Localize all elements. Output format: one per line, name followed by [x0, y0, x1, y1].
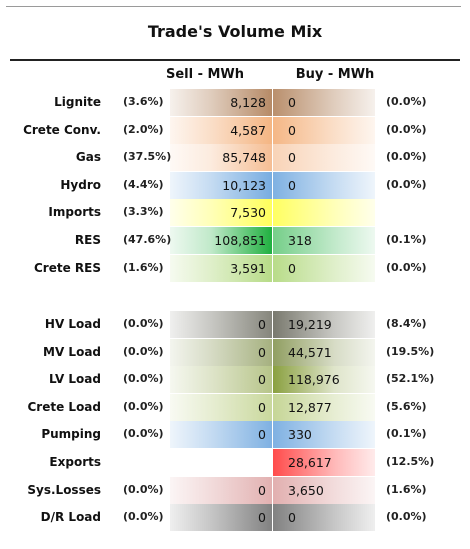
sell-value-cell: 0 — [170, 394, 272, 421]
sell-share: (0.0%) — [123, 345, 164, 358]
top-rule — [6, 6, 461, 7]
sell-value-cell: 4,587 — [170, 117, 272, 144]
table-row: Lignite (3.6%) 8,128 0 (0.0%) — [0, 89, 470, 117]
sell-value-cell — [170, 449, 272, 476]
buy-share: (0.0%) — [386, 510, 427, 523]
chart-title: Trade's Volume Mix — [147, 22, 323, 41]
sell-value-cell: 85,748 — [170, 144, 272, 171]
table-row: RES (47.6%) 108,851 318 (0.1%) — [0, 227, 470, 255]
sell-value-cell: 0 — [170, 366, 272, 393]
sell-share: (0.0%) — [123, 510, 164, 523]
sell-value-cell: 7,530 — [170, 199, 272, 226]
sell-share: (4.4%) — [123, 178, 164, 191]
buy-share: (0.0%) — [386, 178, 427, 191]
table-row: Gas (37.5%) 85,748 0 (0.0%) — [0, 144, 470, 172]
row-label: MV Load — [43, 345, 101, 359]
table-row: Crete RES (1.6%) 3,591 0 (0.0%) — [0, 255, 470, 283]
buy-share: (5.6%) — [386, 400, 427, 413]
buy-value-cell: 0 — [273, 255, 375, 282]
sell-share: (0.0%) — [123, 483, 164, 496]
row-label: Lignite — [54, 95, 101, 109]
sell-share: (47.6%) — [123, 233, 172, 246]
buy-share: (1.6%) — [386, 483, 427, 496]
row-label: Hydro — [60, 178, 101, 192]
row-label: Crete Load — [27, 400, 102, 414]
buy-value-cell: 330 — [273, 421, 375, 448]
buy-value-cell: 0 — [273, 172, 375, 199]
sell-share: (0.0%) — [123, 317, 164, 330]
row-label: Sys.Losses — [27, 483, 101, 497]
sell-column-header: Sell - MWh — [165, 67, 245, 82]
buy-value-cell: 0 — [273, 89, 375, 116]
buy-share: (0.0%) — [386, 123, 427, 136]
buy-share: (0.1%) — [386, 427, 427, 440]
buy-share: (19.5%) — [386, 345, 435, 358]
buy-value-cell: 0 — [273, 504, 375, 531]
sell-value-cell: 0 — [170, 477, 272, 504]
header-rule — [10, 59, 460, 61]
buy-share: (0.0%) — [386, 261, 427, 274]
table-row: LV Load (0.0%) 0 118,976 (52.1%) — [0, 366, 470, 394]
row-label: Gas — [75, 150, 101, 164]
row-label: Crete RES — [34, 261, 101, 275]
row-label: Exports — [49, 455, 101, 469]
buy-share: (0.0%) — [386, 150, 427, 163]
row-label: HV Load — [44, 317, 101, 331]
buy-share: (0.1%) — [386, 233, 427, 246]
sell-share: (2.0%) — [123, 123, 164, 136]
buy-share: (0.0%) — [386, 95, 427, 108]
buy-value-cell: 118,976 — [273, 366, 375, 393]
table-row: D/R Load (0.0%) 0 0 (0.0%) — [0, 504, 470, 532]
buy-value-cell — [273, 199, 375, 226]
row-label: Imports — [48, 205, 101, 219]
buy-value-cell: 0 — [273, 117, 375, 144]
sell-share: (0.0%) — [123, 400, 164, 413]
sell-share: (0.0%) — [123, 372, 164, 385]
row-label: LV Load — [48, 372, 101, 386]
table-row: Hydro (4.4%) 10,123 0 (0.0%) — [0, 172, 470, 200]
sell-share: (0.0%) — [123, 427, 164, 440]
sell-value-cell: 3,591 — [170, 255, 272, 282]
sell-value-cell: 0 — [170, 311, 272, 338]
buy-value-cell: 318 — [273, 227, 375, 254]
table-row: Exports 28,617 (12.5%) — [0, 449, 470, 477]
table-row: MV Load (0.0%) 0 44,571 (19.5%) — [0, 339, 470, 367]
buy-value-cell: 3,650 — [273, 477, 375, 504]
buy-value-cell: 19,219 — [273, 311, 375, 338]
buy-value-cell: 28,617 — [273, 449, 375, 476]
row-label: Crete Conv. — [23, 123, 101, 137]
buy-value-cell: 44,571 — [273, 339, 375, 366]
row-label: Pumping — [41, 427, 101, 441]
sell-share: (37.5%) — [123, 150, 172, 163]
table-row: Crete Load (0.0%) 0 12,877 (5.6%) — [0, 394, 470, 422]
buy-value-cell: 12,877 — [273, 394, 375, 421]
row-label: D/R Load — [40, 510, 101, 524]
buy-value-cell: 0 — [273, 144, 375, 171]
table-row: Pumping (0.0%) 0 330 (0.1%) — [0, 421, 470, 449]
sell-value-cell: 0 — [170, 504, 272, 531]
sell-value-cell: 10,123 — [170, 172, 272, 199]
sell-share: (3.3%) — [123, 205, 164, 218]
sell-value-cell: 8,128 — [170, 89, 272, 116]
table-row: HV Load (0.0%) 0 19,219 (8.4%) — [0, 311, 470, 339]
sell-share: (1.6%) — [123, 261, 164, 274]
buy-share: (12.5%) — [386, 455, 435, 468]
table-row: Imports (3.3%) 7,530 — [0, 199, 470, 227]
buy-share: (8.4%) — [386, 317, 427, 330]
table-row: Sys.Losses (0.0%) 0 3,650 (1.6%) — [0, 477, 470, 505]
sell-value-cell: 0 — [170, 421, 272, 448]
sell-share: (3.6%) — [123, 95, 164, 108]
sell-value-cell: 0 — [170, 339, 272, 366]
buy-column-header: Buy - MWh — [295, 67, 375, 82]
row-label: RES — [74, 233, 101, 247]
sell-value-cell: 108,851 — [170, 227, 272, 254]
table-row: Crete Conv. (2.0%) 4,587 0 (0.0%) — [0, 117, 470, 145]
buy-share: (52.1%) — [386, 372, 435, 385]
